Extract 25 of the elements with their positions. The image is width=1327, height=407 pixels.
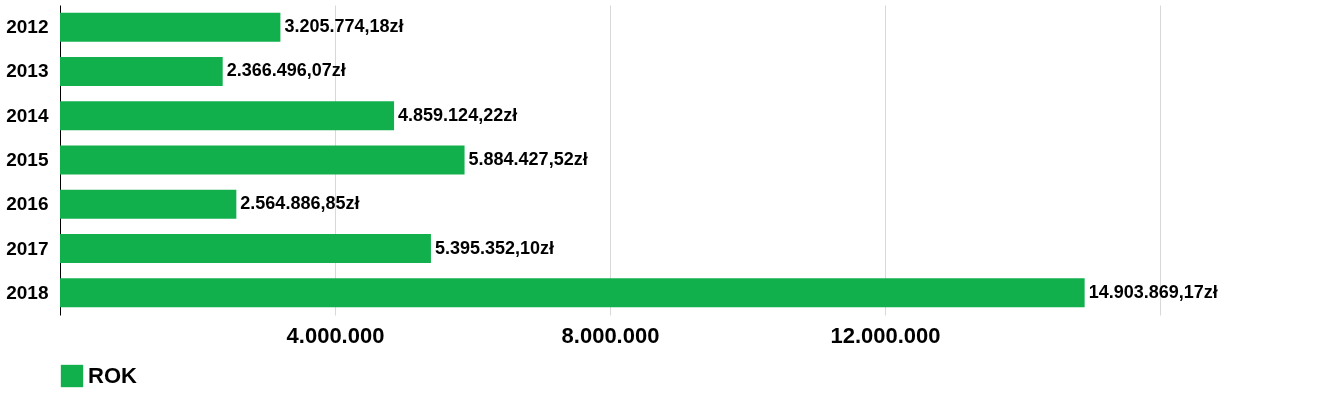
y-tick-label: 2015 xyxy=(6,149,49,170)
bar xyxy=(60,189,237,219)
bar xyxy=(60,12,281,42)
data-label: 3.205.774,18zł xyxy=(284,16,404,37)
x-tick-label: 4.000.000 xyxy=(286,322,385,348)
y-tick-label: 2016 xyxy=(6,193,49,215)
y-tick-label: 2018 xyxy=(6,281,49,303)
legend-label: ROK xyxy=(88,363,137,388)
bar xyxy=(60,145,465,175)
y-tick-label: 2013 xyxy=(6,60,49,82)
y-tick-label: 2017 xyxy=(6,237,49,259)
x-tick-label: 12.000.000 xyxy=(830,322,941,348)
bar xyxy=(60,56,223,86)
data-label: 14.903.869,17zł xyxy=(1088,281,1218,302)
y-tick-label: 2012 xyxy=(6,16,49,38)
data-label: 2.366.496,07zł xyxy=(226,60,346,81)
data-label: 5.884.427,52zł xyxy=(468,149,588,169)
bar xyxy=(60,101,395,131)
bar xyxy=(60,278,1085,308)
data-label: 5.395.352,10zł xyxy=(434,237,555,258)
data-label: 4.859.124,22zł xyxy=(398,104,518,125)
y-tick-label: 2014 xyxy=(6,104,49,126)
data-label: 2.564.886,85zł xyxy=(240,193,360,214)
bar xyxy=(60,234,431,264)
x-tick-label: 8.000.000 xyxy=(561,322,660,348)
